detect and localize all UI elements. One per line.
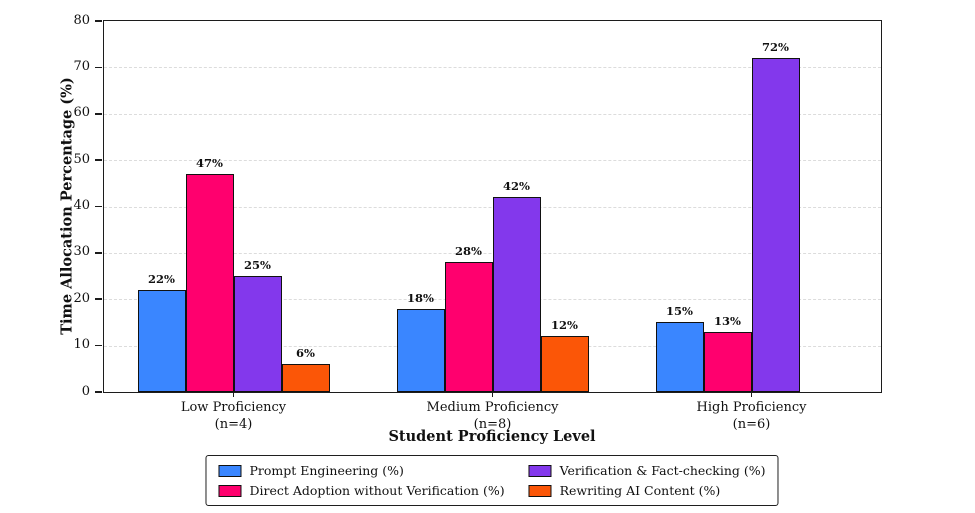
bar-series2-group2 — [444, 262, 493, 392]
legend-label: Direct Adoption without Verification (%) — [249, 483, 505, 498]
bar-value-label: 42% — [503, 179, 530, 194]
y-tick-label: 40 — [73, 198, 90, 213]
y-tick-mark — [95, 66, 102, 69]
y-tick-label: 70 — [73, 58, 90, 74]
y-tick-mark — [95, 298, 102, 301]
y-tick-mark — [95, 391, 102, 393]
bar-series3-group3 — [751, 58, 800, 392]
legend-label: Prompt Engineering (%) — [249, 463, 404, 478]
legend-item-3: Verification & Fact-checking (%) — [528, 463, 766, 478]
bar-series4-group1 — [281, 364, 330, 392]
y-tick-label: 10 — [73, 337, 90, 353]
legend-swatch-icon — [218, 464, 242, 477]
y-tick-mark — [95, 112, 102, 115]
bar-value-label: 12% — [551, 318, 578, 333]
y-tick-label: 20 — [73, 290, 90, 306]
bar-value-label: 13% — [714, 313, 741, 328]
category-label: Medium Proficiency — [426, 400, 559, 415]
y-tick-label: 0 — [81, 383, 90, 399]
y-tick-mark — [95, 344, 102, 347]
legend-swatch-icon — [218, 484, 242, 497]
bar-series2-group1 — [185, 174, 234, 392]
bar-value-label: 25% — [244, 258, 271, 273]
legend-label: Rewriting AI Content (%) — [559, 483, 721, 498]
bar-series1-group2 — [396, 308, 445, 392]
gridline-70 — [104, 67, 881, 69]
legend-swatch-icon — [528, 464, 552, 477]
bar-value-label: 72% — [762, 40, 789, 55]
y-tick-mark — [95, 205, 102, 208]
legend-item-1: Prompt Engineering (%) — [218, 463, 504, 478]
category-label: High Proficiency — [696, 400, 807, 415]
bar-series1-group1 — [137, 289, 186, 392]
legend-column-2: Verification & Fact-checking (%) Rewritin… — [528, 463, 766, 498]
bar-value-label: 22% — [148, 271, 175, 286]
y-tick-mark — [95, 20, 102, 22]
x-tick-mark — [232, 392, 235, 397]
bar-series3-group2 — [492, 197, 541, 392]
bar-series4-group2 — [540, 336, 589, 392]
category-label: Low Proficiency — [180, 400, 287, 415]
category-sublabel: (n=6) — [732, 416, 771, 432]
plot-area: 22% 47% 25% 6% 18% 28% 42% 12% 15% 13% 72% — [103, 20, 882, 393]
bar-series2-group3 — [703, 331, 752, 392]
x-tick-label: High Proficiency (n=6) — [642, 400, 862, 434]
bar-value-label: 18% — [407, 290, 434, 305]
x-tick-label: Low Proficiency (n=4) — [124, 400, 344, 434]
legend-item-2: Direct Adoption without Verification (%) — [218, 483, 505, 498]
x-axis-label: Student Proficiency Level — [388, 428, 596, 445]
y-tick-label: 80 — [73, 12, 90, 28]
gridline-60 — [104, 113, 881, 115]
bar-value-label: 47% — [196, 156, 223, 171]
bar-value-label: 28% — [455, 244, 482, 259]
x-tick-label: Medium Proficiency (n=8) — [383, 400, 603, 434]
y-tick-label: 30 — [73, 244, 90, 260]
y-tick-label: 60 — [73, 105, 90, 121]
x-tick-mark — [491, 392, 494, 397]
gridline-50 — [104, 160, 881, 162]
legend: Prompt Engineering (%) Direct Adoption wi… — [205, 455, 779, 506]
legend-label: Verification & Fact-checking (%) — [559, 463, 766, 478]
bar-value-label: 15% — [666, 304, 693, 319]
x-tick-mark — [750, 392, 753, 397]
y-tick-mark — [95, 159, 102, 161]
legend-column-1: Prompt Engineering (%) Direct Adoption wi… — [218, 463, 505, 498]
y-tick-mark — [95, 252, 102, 254]
bar-series3-group1 — [233, 276, 282, 392]
legend-item-4: Rewriting AI Content (%) — [528, 483, 766, 498]
y-tick-label: 50 — [73, 151, 90, 167]
bar-series1-group3 — [655, 322, 704, 392]
category-sublabel: (n=8) — [473, 416, 512, 432]
bar-value-label: 6% — [296, 346, 315, 361]
legend-swatch-icon — [528, 484, 552, 497]
category-sublabel: (n=4) — [214, 416, 253, 432]
